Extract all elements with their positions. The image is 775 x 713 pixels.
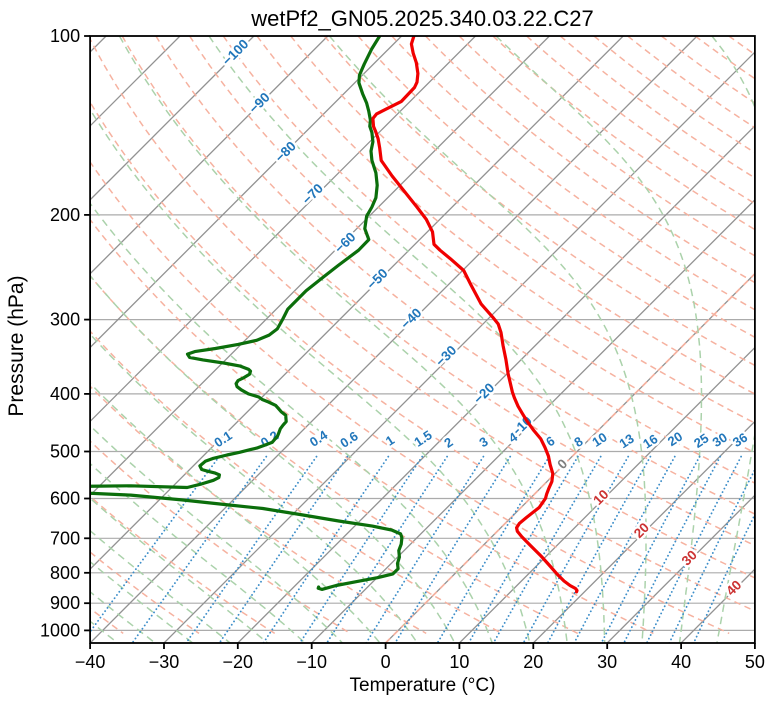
svg-text:300: 300 bbox=[50, 310, 80, 330]
svg-text:−10: −10 bbox=[296, 652, 327, 672]
svg-text:10: 10 bbox=[449, 652, 469, 672]
svg-text:Pressure (hPa): Pressure (hPa) bbox=[5, 275, 28, 416]
svg-text:700: 700 bbox=[50, 528, 80, 548]
svg-text:−30: −30 bbox=[149, 652, 180, 672]
svg-text:200: 200 bbox=[50, 205, 80, 225]
svg-text:40: 40 bbox=[671, 652, 691, 672]
svg-text:0: 0 bbox=[381, 652, 391, 672]
svg-text:400: 400 bbox=[50, 384, 80, 404]
svg-text:−20: −20 bbox=[223, 652, 254, 672]
svg-text:Temperature (°C): Temperature (°C) bbox=[350, 675, 496, 696]
svg-text:100: 100 bbox=[50, 26, 80, 46]
svg-text:50: 50 bbox=[745, 652, 765, 672]
svg-text:1000: 1000 bbox=[40, 620, 80, 640]
svg-text:30: 30 bbox=[597, 652, 617, 672]
svg-text:−40: −40 bbox=[75, 652, 106, 672]
svg-text:500: 500 bbox=[50, 442, 80, 462]
svg-text:900: 900 bbox=[50, 593, 80, 613]
svg-text:20: 20 bbox=[523, 652, 543, 672]
svg-text:wetPf2_GN05.2025.340.03.22.C27: wetPf2_GN05.2025.340.03.22.C27 bbox=[250, 6, 593, 31]
svg-text:600: 600 bbox=[50, 489, 80, 509]
svg-text:800: 800 bbox=[50, 563, 80, 583]
